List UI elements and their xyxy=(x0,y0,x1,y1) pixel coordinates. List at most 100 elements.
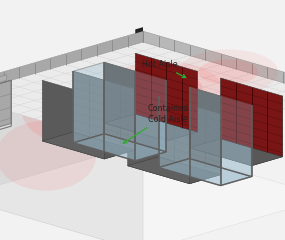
Polygon shape xyxy=(205,91,236,101)
Polygon shape xyxy=(50,83,81,91)
Polygon shape xyxy=(236,109,267,119)
Polygon shape xyxy=(66,123,97,132)
Polygon shape xyxy=(34,69,66,78)
Polygon shape xyxy=(112,101,143,109)
Polygon shape xyxy=(236,83,267,91)
Polygon shape xyxy=(19,91,50,101)
Polygon shape xyxy=(97,78,127,87)
Polygon shape xyxy=(158,87,190,168)
Polygon shape xyxy=(127,51,158,60)
Polygon shape xyxy=(127,157,221,184)
Polygon shape xyxy=(205,73,236,83)
Polygon shape xyxy=(143,127,174,137)
Polygon shape xyxy=(66,96,97,105)
Polygon shape xyxy=(112,137,143,145)
Polygon shape xyxy=(0,42,143,197)
Polygon shape xyxy=(127,141,158,150)
Polygon shape xyxy=(174,83,205,91)
Polygon shape xyxy=(42,80,104,159)
Polygon shape xyxy=(236,101,267,109)
Polygon shape xyxy=(50,65,81,73)
Polygon shape xyxy=(73,62,104,143)
Polygon shape xyxy=(251,105,282,114)
Polygon shape xyxy=(50,73,81,83)
Polygon shape xyxy=(190,139,282,166)
Polygon shape xyxy=(73,71,135,161)
Polygon shape xyxy=(112,73,143,83)
Polygon shape xyxy=(190,78,221,87)
Polygon shape xyxy=(158,159,251,186)
Polygon shape xyxy=(0,42,285,150)
Polygon shape xyxy=(221,114,251,123)
Polygon shape xyxy=(34,114,66,123)
Polygon shape xyxy=(0,31,143,96)
Polygon shape xyxy=(0,101,19,109)
Polygon shape xyxy=(81,101,112,109)
Polygon shape xyxy=(66,78,97,87)
Polygon shape xyxy=(66,87,97,96)
Polygon shape xyxy=(104,62,166,141)
Ellipse shape xyxy=(122,70,202,108)
Polygon shape xyxy=(127,42,158,51)
Polygon shape xyxy=(73,71,135,150)
Polygon shape xyxy=(190,114,221,184)
Polygon shape xyxy=(190,87,251,166)
Polygon shape xyxy=(3,78,34,87)
Polygon shape xyxy=(267,91,285,101)
Polygon shape xyxy=(104,62,166,152)
Polygon shape xyxy=(127,123,158,132)
Polygon shape xyxy=(282,96,285,105)
Polygon shape xyxy=(19,101,50,109)
Polygon shape xyxy=(3,105,34,114)
Polygon shape xyxy=(112,47,143,55)
Polygon shape xyxy=(0,87,3,96)
Polygon shape xyxy=(3,87,34,96)
Polygon shape xyxy=(112,119,143,127)
Polygon shape xyxy=(158,132,190,141)
Polygon shape xyxy=(205,65,236,73)
Polygon shape xyxy=(205,101,236,109)
Text: Contained
Cold Aisle: Contained Cold Aisle xyxy=(123,104,189,143)
Polygon shape xyxy=(158,96,190,105)
Polygon shape xyxy=(158,114,190,123)
Polygon shape xyxy=(112,127,143,137)
Polygon shape xyxy=(127,78,158,87)
Polygon shape xyxy=(174,119,205,127)
Polygon shape xyxy=(127,87,158,96)
Polygon shape xyxy=(135,80,166,161)
Polygon shape xyxy=(0,83,19,91)
Polygon shape xyxy=(81,91,112,101)
Polygon shape xyxy=(50,119,81,127)
Polygon shape xyxy=(97,132,127,141)
Polygon shape xyxy=(0,91,19,101)
Ellipse shape xyxy=(0,121,96,191)
Text: Hot Aisle: Hot Aisle xyxy=(141,60,186,78)
Polygon shape xyxy=(143,73,174,83)
Polygon shape xyxy=(127,105,190,184)
Polygon shape xyxy=(81,119,112,127)
Polygon shape xyxy=(34,105,66,114)
Polygon shape xyxy=(143,65,174,73)
Polygon shape xyxy=(127,69,158,78)
Polygon shape xyxy=(174,55,205,65)
Ellipse shape xyxy=(178,49,278,94)
Polygon shape xyxy=(221,69,251,78)
Polygon shape xyxy=(73,134,166,161)
Polygon shape xyxy=(0,96,143,240)
Polygon shape xyxy=(66,105,97,114)
Polygon shape xyxy=(158,123,190,132)
Polygon shape xyxy=(81,73,112,83)
Polygon shape xyxy=(34,96,66,105)
Polygon shape xyxy=(174,65,205,73)
Polygon shape xyxy=(190,123,221,132)
Polygon shape xyxy=(81,83,112,91)
Polygon shape xyxy=(221,78,251,87)
Polygon shape xyxy=(158,60,190,69)
Polygon shape xyxy=(143,137,174,145)
Polygon shape xyxy=(135,27,143,33)
Polygon shape xyxy=(143,47,174,55)
Polygon shape xyxy=(97,123,127,132)
Polygon shape xyxy=(143,101,174,109)
Polygon shape xyxy=(251,96,282,105)
Polygon shape xyxy=(81,127,112,137)
